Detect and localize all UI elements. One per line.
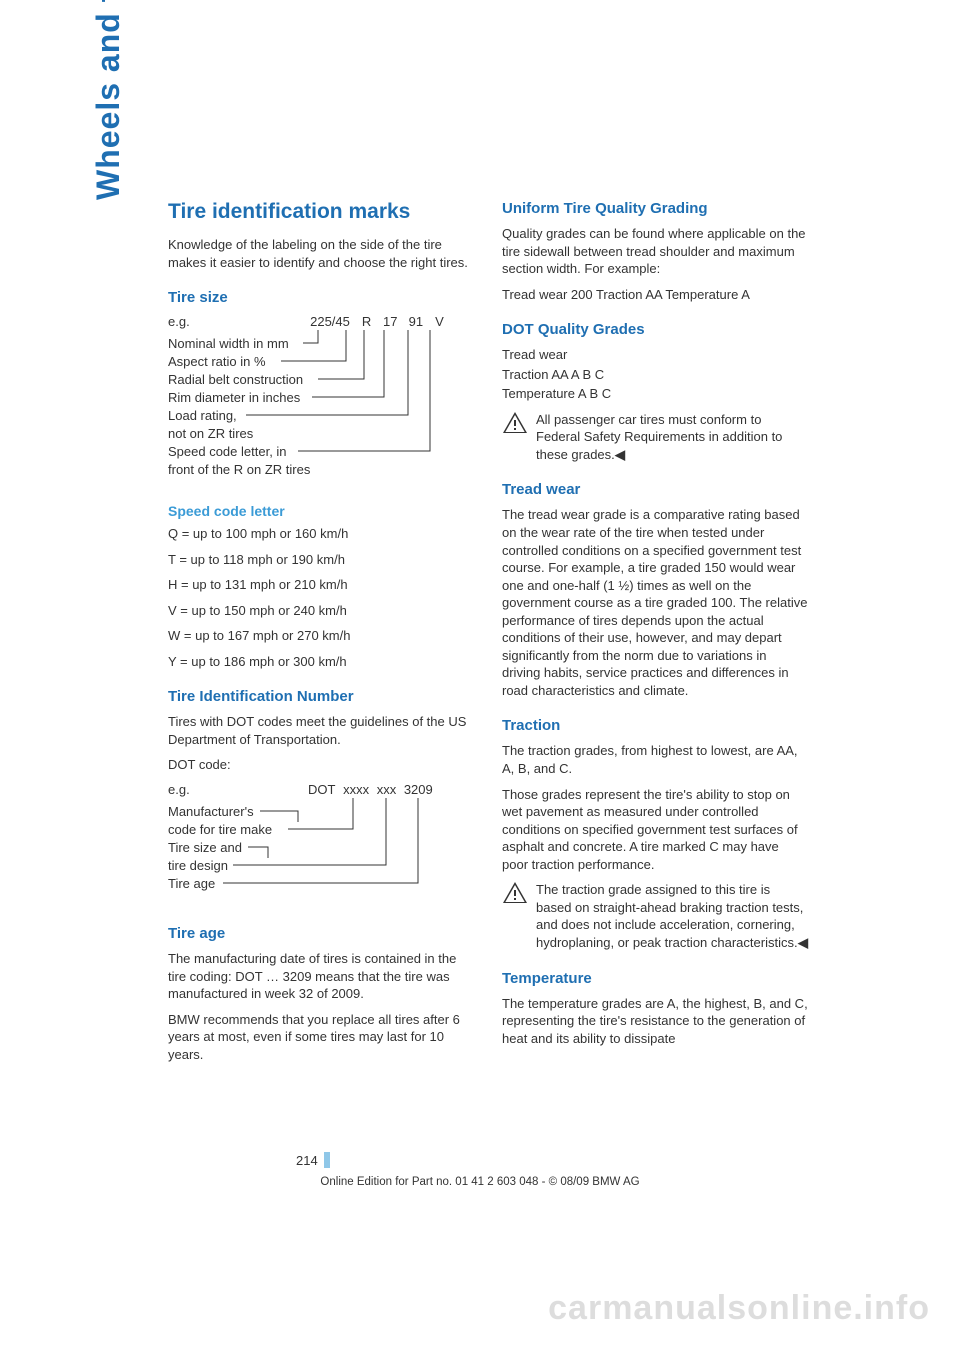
ts-line-1: Aspect ratio in %: [168, 354, 266, 369]
heading-utqg: Uniform Tire Quality Grading: [502, 200, 808, 217]
speed-item-2: H = up to 131 mph or 210 km/h: [168, 576, 474, 594]
dot-c: xxx: [377, 782, 397, 797]
heading-tire-identification: Tire identification marks: [168, 200, 474, 224]
tin-p1: Tires with DOT codes meet the guidelines…: [168, 713, 474, 748]
warning-traction: The traction grade assigned to this tire…: [502, 881, 808, 951]
dotq-l2: Traction AA A B C: [502, 366, 808, 384]
tire-code-load: 91: [405, 314, 427, 329]
heading-temperature: Temperature: [502, 970, 808, 987]
tire-size-eg: e.g.: [168, 314, 190, 329]
content-columns: Tire identification marks Knowledge of t…: [168, 200, 808, 1071]
heading-dotq: DOT Quality Grades: [502, 321, 808, 338]
dot-eg: e.g.: [168, 782, 190, 797]
dot-code-diagram: e.g. DOT xxxx xxx 3209 Manufacturer's co…: [168, 782, 474, 907]
intro-paragraph: Knowledge of the labeling on the side of…: [168, 236, 474, 271]
traction-p1: The traction grades, from highest to low…: [502, 742, 808, 777]
ts-line-5: not on ZR tires: [168, 426, 253, 441]
ts-line-3: Rim diameter in inches: [168, 390, 300, 405]
speed-item-1: T = up to 118 mph or 190 km/h: [168, 551, 474, 569]
speed-item-3: V = up to 150 mph or 240 km/h: [168, 602, 474, 620]
utqg-p1: Quality grades can be found where applic…: [502, 225, 808, 278]
ts-line-2: Radial belt construction: [168, 372, 303, 387]
section-side-label: Wheels and tires: [90, 0, 127, 200]
heading-speed-code: Speed code letter: [168, 503, 474, 519]
warning-icon: [502, 881, 528, 905]
heading-tire-age: Tire age: [168, 925, 474, 942]
speed-item-0: Q = up to 100 mph or 160 km/h: [168, 525, 474, 543]
speed-code-list: Q = up to 100 mph or 160 km/h T = up to …: [168, 525, 474, 670]
left-column: Tire identification marks Knowledge of t…: [168, 200, 474, 1071]
ts-line-0: Nominal width in mm: [168, 336, 289, 351]
heading-tread: Tread wear: [502, 481, 808, 498]
speed-item-4: W = up to 167 mph or 270 km/h: [168, 627, 474, 645]
traction-p2: Those grades represent the tire's abilit…: [502, 786, 808, 874]
ts-line-6: Speed code letter, in: [168, 444, 287, 459]
tire-code-width: 225/45: [306, 314, 354, 329]
dot-a: DOT: [308, 782, 335, 797]
dot-line-4: Tire age: [168, 876, 215, 891]
ts-line-7: front of the R on ZR tires: [168, 462, 310, 477]
ts-line-4: Load rating,: [168, 408, 237, 423]
dot-line-1: code for tire make: [168, 822, 272, 837]
watermark: carmanualsonline.info: [548, 1289, 930, 1328]
speed-item-5: Y = up to 186 mph or 300 km/h: [168, 653, 474, 671]
dot-b: xxxx: [343, 782, 369, 797]
dot-line-2: Tire size and: [168, 840, 242, 855]
tire-code-r: R: [358, 314, 376, 329]
tire-size-diagram: e.g. 225/45 R 17 91 V Nominal width in m…: [168, 314, 474, 489]
warning-icon: [502, 411, 528, 435]
heading-tin: Tire Identification Number: [168, 688, 474, 705]
warning-dotq-text: All passenger car tires must conform to …: [536, 412, 782, 462]
tire-code-d: 17: [379, 314, 401, 329]
heading-traction: Traction: [502, 717, 808, 734]
dotq-l1: Tread wear: [502, 346, 808, 364]
end-mark-icon: ▶: [798, 934, 808, 952]
tire-code-speed: V: [431, 314, 449, 329]
footer-text: Online Edition for Part no. 01 41 2 603 …: [0, 1176, 960, 1188]
temperature-p: The temperature grades are A, the highes…: [502, 995, 808, 1048]
end-mark-icon: ▶: [615, 446, 625, 464]
dot-line-3: tire design: [168, 858, 228, 873]
right-column: Uniform Tire Quality Grading Quality gra…: [502, 200, 808, 1071]
heading-tire-size: Tire size: [168, 289, 474, 306]
dotq-l3: Temperature A B C: [502, 385, 808, 403]
warning-traction-text: The traction grade assigned to this tire…: [536, 882, 803, 950]
warning-dotq: All passenger car tires must conform to …: [502, 411, 808, 464]
tire-age-p2: BMW recommends that you replace all tire…: [168, 1011, 474, 1064]
tin-p2: DOT code:: [168, 756, 474, 774]
utqg-p2: Tread wear 200 Traction AA Temperature A: [502, 286, 808, 304]
dot-d: 3209: [404, 782, 433, 797]
tire-age-p1: The manufacturing date of tires is conta…: [168, 950, 474, 1003]
dot-line-0: Manufacturer's: [168, 804, 254, 819]
tread-p: The tread wear grade is a comparative ra…: [502, 506, 808, 699]
page-number: 214: [296, 1152, 330, 1168]
page-marker-icon: [324, 1152, 330, 1168]
page-number-value: 214: [296, 1153, 318, 1168]
